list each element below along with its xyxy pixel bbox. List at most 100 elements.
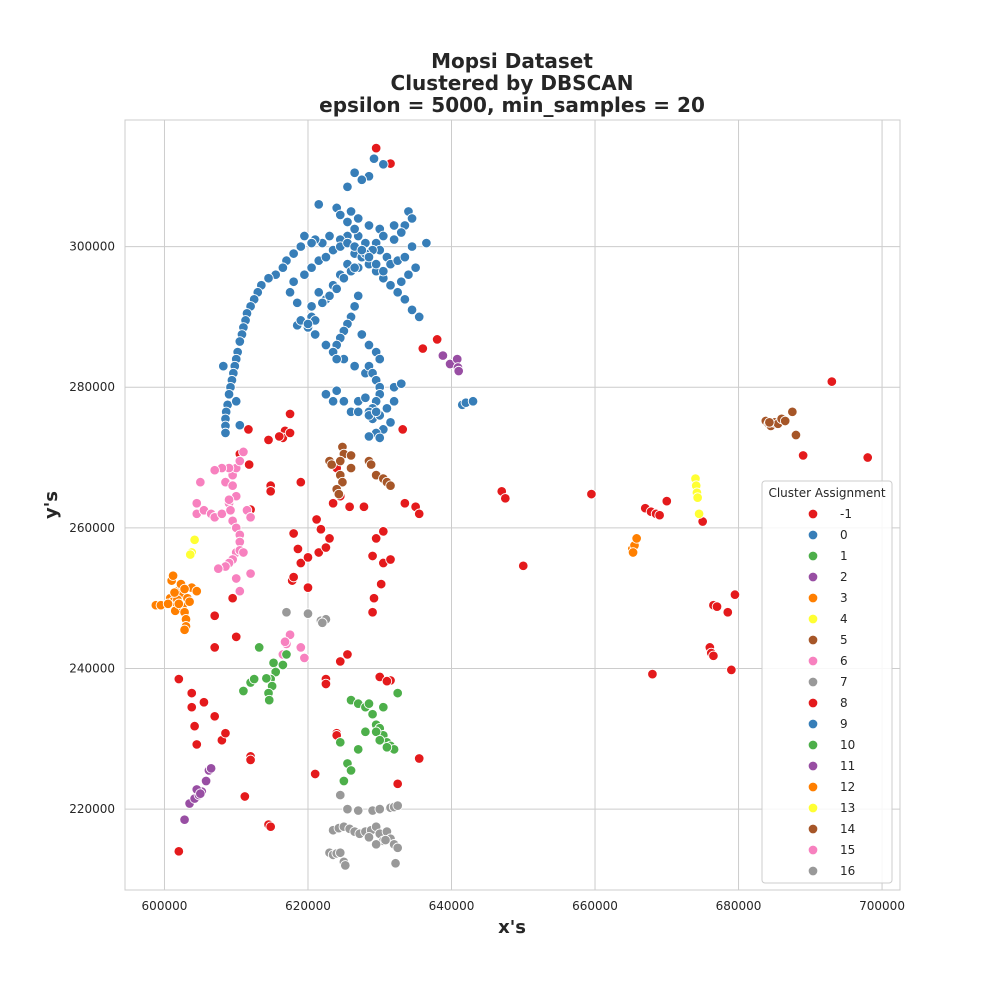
- data-point-cluster-5: [345, 462, 357, 474]
- data-point-cluster-11: [200, 775, 212, 787]
- data-point-cluster-7: [302, 608, 314, 619]
- data-point-cluster-5: [365, 459, 377, 470]
- data-point-cluster-0: [302, 318, 314, 330]
- data-point-cluster-11: [205, 763, 217, 774]
- data-point-cluster-4: [692, 492, 703, 503]
- legend-label-12: 12: [840, 780, 855, 794]
- legend-label-6: 6: [840, 654, 848, 668]
- data-point-cluster-0: [313, 199, 325, 210]
- data-point-cluster--1: [327, 497, 339, 509]
- legend-label-8: 8: [840, 696, 848, 710]
- data-point-cluster-0: [324, 230, 335, 242]
- data-point-cluster-6: [299, 652, 310, 664]
- data-point-cluster-4: [693, 508, 705, 520]
- data-point-cluster--1: [324, 533, 335, 544]
- data-point-cluster-10: [268, 657, 279, 669]
- data-point-cluster-1: [363, 698, 375, 709]
- data-point-cluster--1: [284, 408, 296, 420]
- data-point-cluster--1: [826, 376, 838, 387]
- data-point-cluster-14: [787, 406, 798, 418]
- data-point-cluster-15: [230, 573, 242, 584]
- data-point-cluster--1: [284, 427, 296, 439]
- data-point-cluster-1: [374, 734, 385, 746]
- data-point-cluster-0: [324, 290, 335, 302]
- data-point-cluster--1: [220, 727, 231, 739]
- data-point-cluster-0: [378, 265, 389, 277]
- data-point-cluster--1: [320, 542, 332, 553]
- data-point-cluster--1: [661, 495, 673, 507]
- legend-marker-13: [807, 802, 819, 814]
- data-point-cluster-16: [392, 800, 403, 811]
- y-axis-label: y's: [41, 491, 62, 519]
- data-point-cluster--1: [586, 488, 597, 500]
- x-tick-label: 680000: [716, 899, 762, 913]
- legend-label-0: 0: [840, 528, 848, 542]
- data-point-cluster-0: [368, 153, 380, 164]
- data-point-cluster-0: [320, 339, 332, 351]
- data-point-cluster-15: [195, 476, 206, 488]
- data-point-cluster-3: [191, 585, 203, 597]
- y-tick-label: 240000: [69, 661, 115, 675]
- data-point-cluster-0: [356, 329, 368, 340]
- data-point-cluster-3: [167, 570, 179, 581]
- data-point-cluster-10: [253, 642, 265, 653]
- data-point-cluster--1: [370, 533, 382, 544]
- legend-marker-4: [807, 613, 819, 625]
- data-point-cluster-1: [335, 737, 346, 748]
- data-point-cluster-14: [779, 415, 791, 427]
- data-point-cluster-15: [223, 494, 235, 505]
- data-point-cluster-3: [179, 583, 190, 595]
- data-point-cluster-16: [363, 832, 375, 843]
- data-point-cluster-15: [234, 585, 246, 597]
- data-point-cluster-0: [396, 276, 407, 287]
- data-point-cluster--1: [274, 431, 285, 442]
- y-tick-label: 300000: [69, 240, 115, 254]
- data-point-cluster--1: [209, 711, 220, 722]
- legend-label-4: 4: [840, 612, 848, 626]
- legend-marker-7: [807, 676, 819, 688]
- data-point-cluster-0: [388, 396, 400, 407]
- data-point-cluster-0: [331, 385, 342, 396]
- data-point-cluster-0: [378, 159, 389, 170]
- legend-label-10: 10: [840, 738, 855, 752]
- data-point-cluster--1: [265, 821, 276, 832]
- data-point-cluster-0: [388, 234, 400, 245]
- x-tick-label: 640000: [429, 899, 475, 913]
- data-point-cluster--1: [173, 673, 185, 685]
- data-point-cluster-0: [218, 360, 229, 372]
- data-point-cluster-1: [381, 742, 393, 753]
- data-point-cluster-0: [234, 419, 246, 431]
- data-point-cluster-0: [299, 230, 310, 242]
- data-point-cluster-0: [291, 297, 303, 309]
- legend-label-3: 3: [840, 591, 848, 605]
- data-point-cluster-10: [238, 685, 249, 697]
- data-point-cluster-16: [352, 805, 364, 816]
- data-point-cluster--1: [375, 578, 387, 590]
- data-point-cluster--1: [230, 631, 242, 643]
- data-point-cluster-0: [342, 216, 353, 228]
- data-point-cluster--1: [385, 554, 396, 565]
- data-point-cluster-0: [421, 237, 432, 249]
- data-point-cluster-0: [467, 396, 479, 407]
- data-point-cluster-5: [337, 476, 348, 488]
- data-point-cluster-0: [406, 213, 418, 224]
- data-point-cluster--1: [288, 571, 299, 583]
- data-point-cluster-0: [378, 230, 389, 242]
- legend-title: Cluster Assignment: [768, 486, 885, 500]
- data-point-cluster-0: [277, 262, 289, 273]
- legend-label--1: -1: [840, 507, 852, 521]
- legend-marker--1: [807, 508, 819, 520]
- data-point-cluster-0: [352, 213, 364, 224]
- data-point-cluster-12: [631, 533, 642, 544]
- data-point-cluster-16: [335, 789, 346, 801]
- data-point-cluster--1: [191, 739, 203, 750]
- legend-marker-15: [807, 844, 819, 856]
- data-point-cluster--1: [245, 754, 256, 766]
- data-point-cluster-0: [331, 353, 342, 365]
- data-point-cluster-3: [169, 587, 180, 598]
- data-point-cluster--1: [311, 514, 322, 525]
- data-point-cluster-11: [195, 788, 206, 799]
- data-point-cluster--1: [227, 592, 238, 604]
- data-point-cluster-0: [349, 360, 360, 372]
